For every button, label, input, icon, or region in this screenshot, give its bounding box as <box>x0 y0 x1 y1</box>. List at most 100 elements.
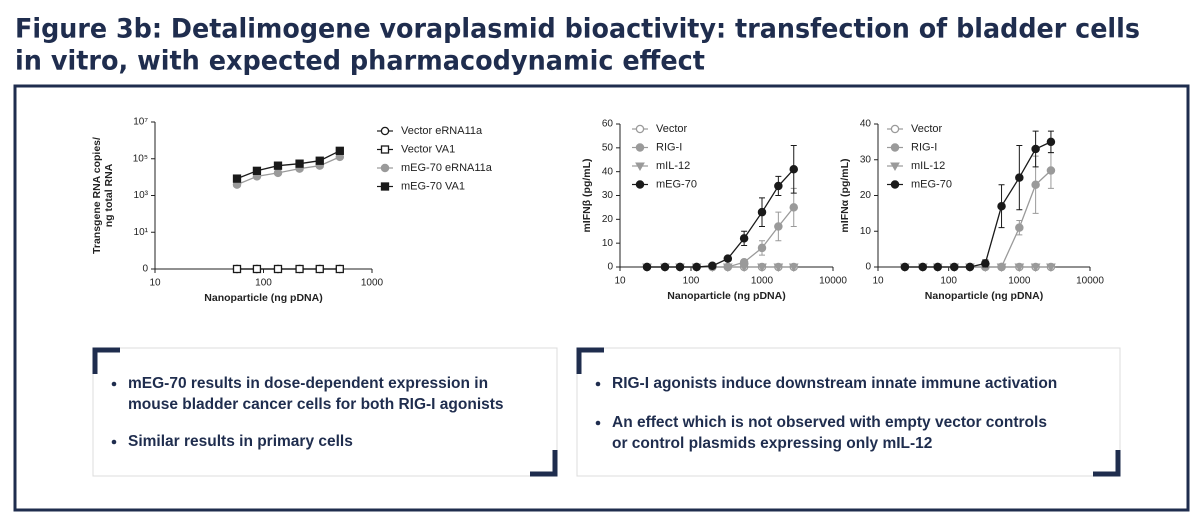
x-axis-label: Nanoparticle (ng pDNA) <box>925 290 1043 302</box>
y-tick-label: 50 <box>602 142 614 153</box>
series-line <box>647 168 795 268</box>
marker <box>315 264 324 274</box>
series-line <box>236 156 341 186</box>
marker <box>1015 173 1024 182</box>
x-axis-label: Nanoparticle (ng pDNA) <box>667 290 785 302</box>
bracket <box>1093 450 1121 477</box>
marker <box>708 261 717 271</box>
bullet-text: or control plasmids expressing only mIL-… <box>612 435 932 452</box>
x-tick-label: 10 <box>614 276 626 287</box>
legend-marker <box>890 162 900 172</box>
marker <box>642 262 652 272</box>
legend-marker <box>380 126 390 136</box>
bullet-dot <box>595 420 601 426</box>
marker <box>273 264 283 274</box>
legend-label: Vector VA1 <box>401 143 455 155</box>
marker <box>295 159 304 168</box>
legend-marker <box>380 163 390 173</box>
y-tick-label: 10⁵ <box>133 153 148 164</box>
legend-label: RIG-I <box>911 141 937 153</box>
x-tick-label: 10000 <box>1076 276 1104 287</box>
marker <box>1046 137 1056 147</box>
marker <box>232 264 242 274</box>
y-axis-label: ng total RNA <box>103 163 115 227</box>
bracket <box>92 347 120 374</box>
legend-label: Vector <box>911 123 943 135</box>
bullet-dot <box>111 439 117 445</box>
marker <box>295 264 304 274</box>
series-line <box>236 150 341 180</box>
y-tick-label: 20 <box>602 214 614 225</box>
marker <box>335 146 344 155</box>
marker <box>1046 166 1056 175</box>
y-tick-label: 30 <box>860 154 872 165</box>
marker <box>774 181 783 191</box>
marker <box>773 263 784 273</box>
y-tick-label: 10 <box>860 226 872 237</box>
legend-marker <box>635 180 645 189</box>
marker <box>723 254 733 263</box>
x-tick-label: 10 <box>149 278 161 289</box>
marker <box>675 262 685 272</box>
x-tick-label: 100 <box>940 276 957 287</box>
series-line <box>904 141 1052 268</box>
title-line: in vitro, with expected pharmacodynamic … <box>15 46 705 77</box>
y-axis-label: mIFNα (pg/mL) <box>839 158 851 232</box>
x-tick-label: 100 <box>683 276 700 287</box>
frame <box>13 84 1190 512</box>
marker <box>739 263 749 273</box>
x-tick-label: 1000 <box>1008 276 1031 287</box>
legend-marker <box>380 145 390 154</box>
x-tick-label: 1000 <box>361 278 384 289</box>
marker <box>232 174 242 183</box>
note-box <box>92 347 558 477</box>
x-tick-label: 10000 <box>819 276 847 287</box>
marker <box>981 259 990 268</box>
y-tick-label: 10⁷ <box>133 117 148 128</box>
y-tick-label: 0 <box>865 262 871 273</box>
y-axis-label: mIFNβ (pg/mL) <box>581 158 593 232</box>
marker <box>997 201 1006 211</box>
y-tick-label: 0 <box>142 264 148 275</box>
legend-label: mIL-12 <box>656 160 690 172</box>
legend-label: mEG-70 <box>911 178 952 190</box>
title-line: Figure 3b: Detalimogene voraplasmid bioa… <box>15 14 1140 45</box>
marker <box>1030 263 1041 273</box>
marker <box>918 262 928 272</box>
y-tick-label: 0 <box>607 262 613 273</box>
legend-label: mEG-70 VA1 <box>401 180 465 192</box>
marker <box>1031 144 1040 154</box>
marker <box>252 166 262 175</box>
bullet-dot <box>111 381 117 387</box>
legend-marker <box>890 180 900 189</box>
bullet-text: mouse bladder cancer cells for both RIG-… <box>128 396 504 413</box>
y-tick-label: 40 <box>602 166 614 177</box>
legend-label: mEG-70 <box>656 178 697 190</box>
marker <box>692 262 701 272</box>
marker <box>273 161 283 170</box>
bracket <box>576 347 604 374</box>
marker <box>1014 263 1025 273</box>
marker <box>965 262 975 272</box>
y-axis-label: Transgene RNA copies/ <box>91 137 103 254</box>
marker <box>1015 223 1024 232</box>
y-tick-label: 10¹ <box>134 227 149 238</box>
marker <box>273 168 283 178</box>
bullet-text: Similar results in primary cells <box>128 433 353 450</box>
marker <box>788 263 799 273</box>
bullet-text: mEG-70 results in dose-dependent express… <box>128 375 488 392</box>
marker <box>252 264 262 274</box>
marker <box>335 264 344 274</box>
legend-label: RIG-I <box>656 141 682 153</box>
y-tick-label: 10 <box>602 238 614 249</box>
legend-label: Vector <box>656 123 688 135</box>
marker <box>933 262 942 272</box>
marker <box>757 263 767 273</box>
y-tick-label: 60 <box>602 119 614 130</box>
marker <box>757 243 767 253</box>
legend-label: Vector eRNA11a <box>401 125 483 137</box>
marker <box>900 262 910 272</box>
y-tick-label: 20 <box>860 190 872 201</box>
legend-marker <box>635 162 645 172</box>
